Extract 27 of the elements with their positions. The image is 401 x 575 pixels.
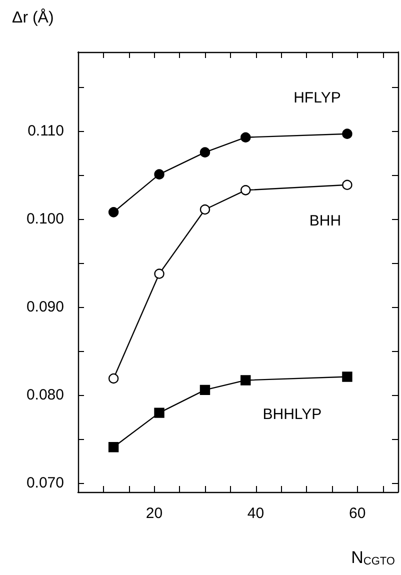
x-tick-label: 60 [349, 505, 366, 522]
series-label: HFLYP [294, 89, 341, 106]
x-tick-label: 40 [247, 505, 264, 522]
point [154, 408, 164, 418]
y-tick-label: 0.090 [26, 298, 64, 316]
point [108, 207, 119, 218]
y-tick-label: 0.080 [26, 386, 64, 404]
x-tick-label: 20 [146, 505, 163, 522]
point [200, 384, 210, 396]
y-axis-title: Δr (Å) [12, 8, 54, 26]
point [108, 442, 119, 452]
point [154, 268, 164, 279]
point [342, 128, 352, 139]
series-label: BHHLYP [262, 406, 322, 424]
y-tick-label: 0.070 [26, 474, 64, 492]
y-tick-label: 0.100 [26, 210, 64, 228]
point [342, 372, 352, 382]
point [200, 147, 210, 158]
point [240, 132, 251, 142]
point [240, 375, 251, 386]
y-tick-label: 0.110 [28, 122, 64, 140]
point [200, 204, 210, 215]
point [154, 169, 164, 180]
point [342, 180, 352, 190]
point [108, 373, 119, 384]
point [240, 185, 251, 196]
series-label: BHH [309, 212, 342, 230]
